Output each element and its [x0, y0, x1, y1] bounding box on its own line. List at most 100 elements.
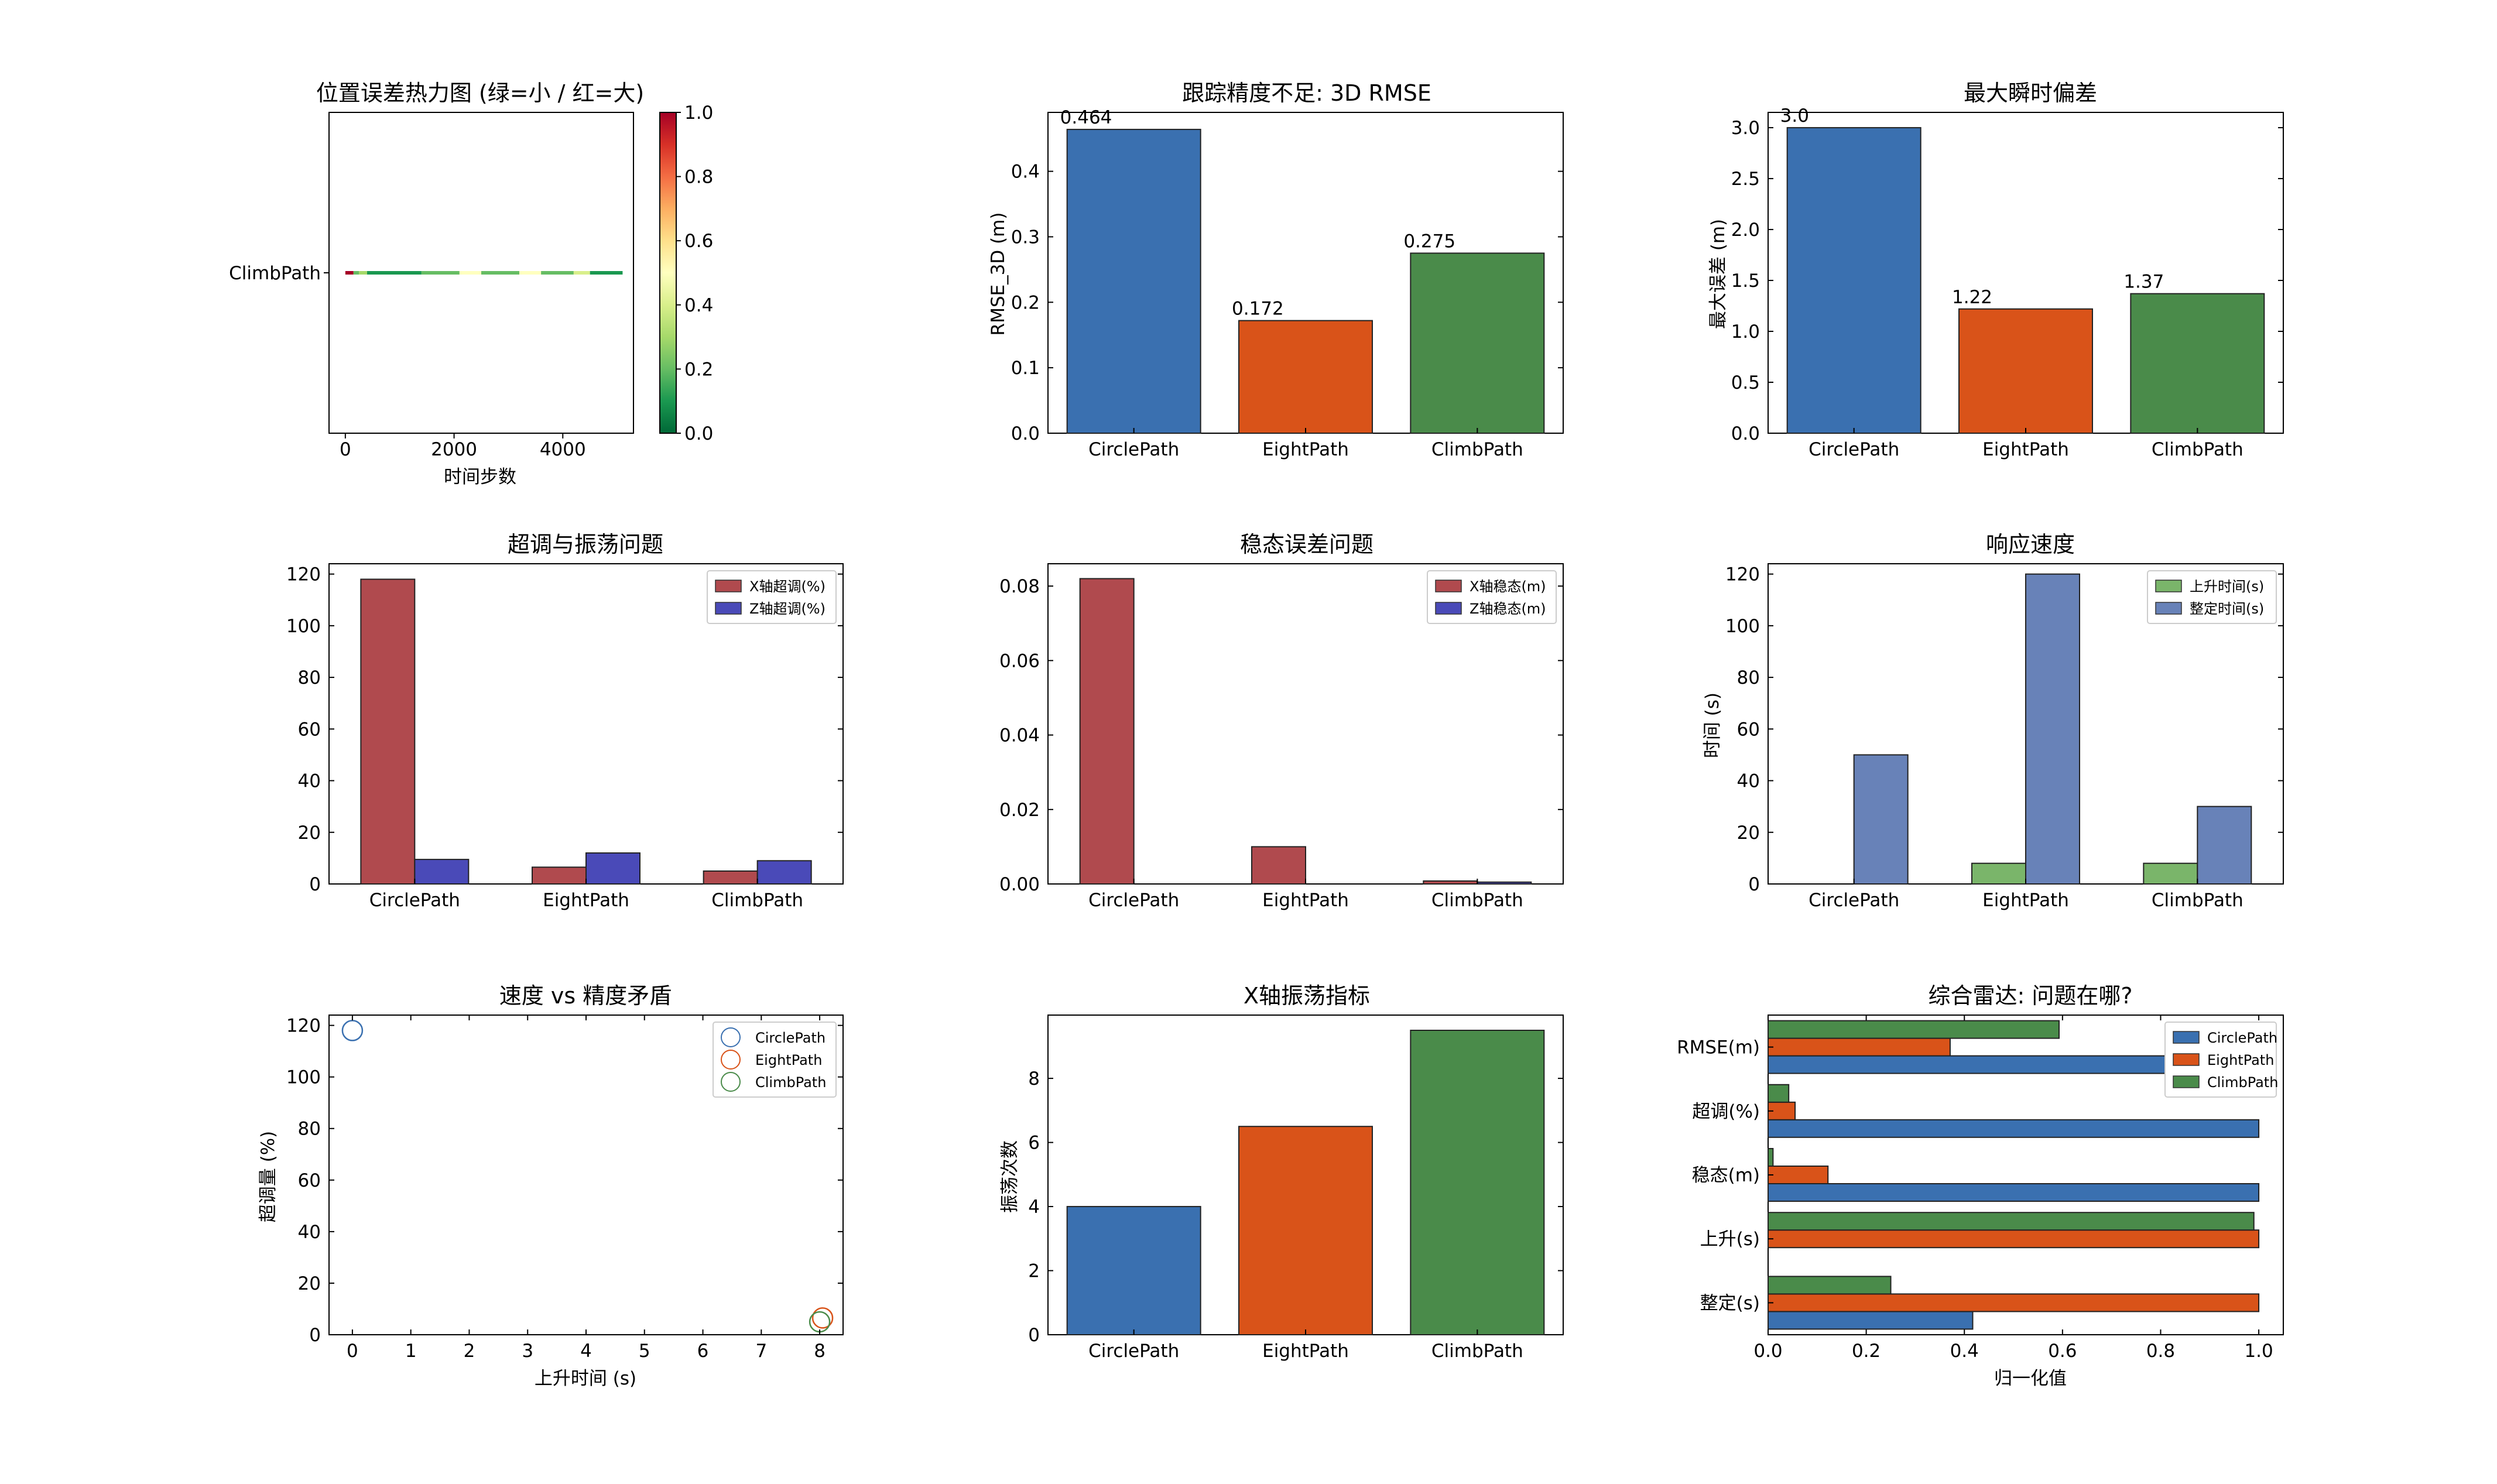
y-tick-label: 4: [1028, 1197, 1040, 1218]
x-tick-label: EightPath: [543, 890, 629, 911]
x-tick-label: 1.0: [2244, 1341, 2273, 1362]
y-tick-label: 60: [298, 1170, 321, 1191]
y-axis-label: RMSE_3D (m): [988, 213, 1009, 336]
y-axis-label: 最大误差 (m): [1708, 219, 1729, 329]
x-tick-label: 0: [347, 1341, 358, 1362]
x-axis-label: 时间步数: [444, 467, 516, 488]
y-tick-label: 120: [1725, 564, 1760, 585]
panel-response: 响应速度 时间 (s): [1702, 532, 2075, 758]
legend-label: 上升时间(s): [2190, 578, 2264, 595]
heat-cell: [421, 271, 460, 275]
legend-label: CirclePath: [2207, 1030, 2277, 1046]
scatter-point: [811, 1307, 834, 1329]
y-tick-label: 0.06: [999, 650, 1040, 671]
bar: [1238, 1126, 1373, 1336]
data-label: 1.37: [2123, 272, 2164, 293]
hbar: [1768, 1276, 1892, 1295]
x-tick-label: 5: [639, 1341, 650, 1362]
bar: [1477, 881, 1532, 885]
y-tick-label: 2: [1028, 1261, 1040, 1282]
x-tick-label: ClimbPath: [1431, 1341, 1523, 1362]
legend-swatch: [2173, 1031, 2200, 1044]
x-tick-label: 1: [405, 1341, 417, 1362]
y-tick-label: 80: [298, 667, 321, 688]
y-tick-label: ClimbPath: [229, 263, 321, 284]
colorbar-tick-label: 0.0: [684, 423, 713, 444]
x-tick-label: 4000: [540, 439, 586, 460]
y-tick-label: 0.04: [999, 725, 1040, 746]
y-tick-label: 60: [1737, 719, 1760, 740]
bar: [1786, 127, 1921, 434]
y-tick-label: 40: [298, 771, 321, 792]
legend-label: Z轴稳态(m): [1470, 601, 1546, 617]
hbar: [1768, 1293, 2260, 1312]
heat-cell: [353, 271, 359, 275]
y-tick-label: 80: [1737, 667, 1760, 688]
x-tick-label: 8: [814, 1341, 826, 1362]
legend-marker: [721, 1050, 741, 1070]
bar: [360, 578, 416, 885]
heat-cell: [345, 271, 354, 275]
legend-swatch: [2173, 1075, 2200, 1088]
x-tick-label: 0.2: [1852, 1341, 1881, 1362]
hbar: [1768, 1084, 1790, 1103]
bar: [1958, 308, 2093, 434]
y-tick-label: 0.08: [999, 576, 1040, 597]
y-tick-label: 8: [1028, 1068, 1040, 1089]
bar: [2130, 293, 2265, 434]
panel-rmse: 跟踪精度不足: 3D RMSE RMSE_3D (m): [988, 80, 1431, 335]
y-tick-label: 120: [286, 564, 321, 585]
y-tick-label: 上升(s): [1700, 1229, 1760, 1250]
hbar: [1768, 1020, 2060, 1039]
y-tick-label: 20: [1737, 822, 1760, 844]
heat-cell: [459, 271, 481, 275]
y-tick-label: 100: [286, 616, 321, 637]
bar: [1971, 862, 2026, 885]
legend-swatch: [715, 602, 742, 615]
y-tick-label: 0.00: [999, 874, 1040, 895]
data-label: 1.22: [1952, 287, 1992, 308]
y-tick-label: 0.3: [1011, 227, 1040, 248]
x-tick-label: EightPath: [1262, 439, 1349, 460]
heat-cell: [573, 271, 590, 275]
legend-swatch: [715, 580, 742, 592]
x-tick-label: ClimbPath: [1431, 439, 1523, 460]
x-tick-label: 0.4: [1950, 1341, 1979, 1362]
y-tick-label: 超调(%): [1692, 1101, 1760, 1122]
y-tick-label: RMSE(m): [1677, 1037, 1760, 1058]
colorbar-tick-label: 0.2: [684, 359, 713, 380]
heat-cell: [367, 271, 422, 275]
bar: [414, 859, 470, 885]
chart-title: 位置误差热力图 (绿=小 / 红=大): [316, 80, 644, 106]
y-tick-label: 0: [309, 1325, 321, 1346]
x-tick-label: CirclePath: [369, 890, 460, 911]
data-label: 0.464: [1060, 107, 1112, 128]
y-tick-label: 1.5: [1731, 270, 1760, 292]
legend-swatch: [1435, 602, 1462, 615]
x-tick-label: 0.8: [2146, 1341, 2175, 1362]
x-tick-label: 2: [464, 1341, 475, 1362]
panel-oscillation: X轴振荡指标 振荡次数: [999, 983, 1370, 1213]
y-axis-label: 振荡次数: [999, 1140, 1020, 1213]
y-tick-label: 100: [1725, 616, 1760, 637]
x-tick-label: ClimbPath: [711, 890, 803, 911]
chart-title: 超调与振荡问题: [508, 532, 663, 557]
x-axis-label: 归一化值: [1994, 1368, 2067, 1389]
chart-title: 最大瞬时偏差: [1964, 80, 2097, 106]
legend-box: [713, 1022, 837, 1098]
data-label: 0.275: [1403, 231, 1455, 252]
legend-marker: [721, 1072, 741, 1092]
legend-label: CirclePath: [755, 1030, 826, 1046]
y-tick-label: 40: [1737, 771, 1760, 792]
bar: [2197, 806, 2252, 885]
x-axis-label: 上升时间 (s): [535, 1368, 636, 1389]
hbar: [1768, 1212, 2255, 1231]
heat-cell: [541, 271, 574, 275]
x-tick-label: CirclePath: [1088, 890, 1179, 911]
x-tick-label: ClimbPath: [1431, 890, 1523, 911]
bar: [1251, 846, 1306, 885]
legend-label: Z轴超调(%): [749, 601, 826, 617]
legend-swatch: [1435, 580, 1462, 592]
bar: [585, 852, 640, 885]
